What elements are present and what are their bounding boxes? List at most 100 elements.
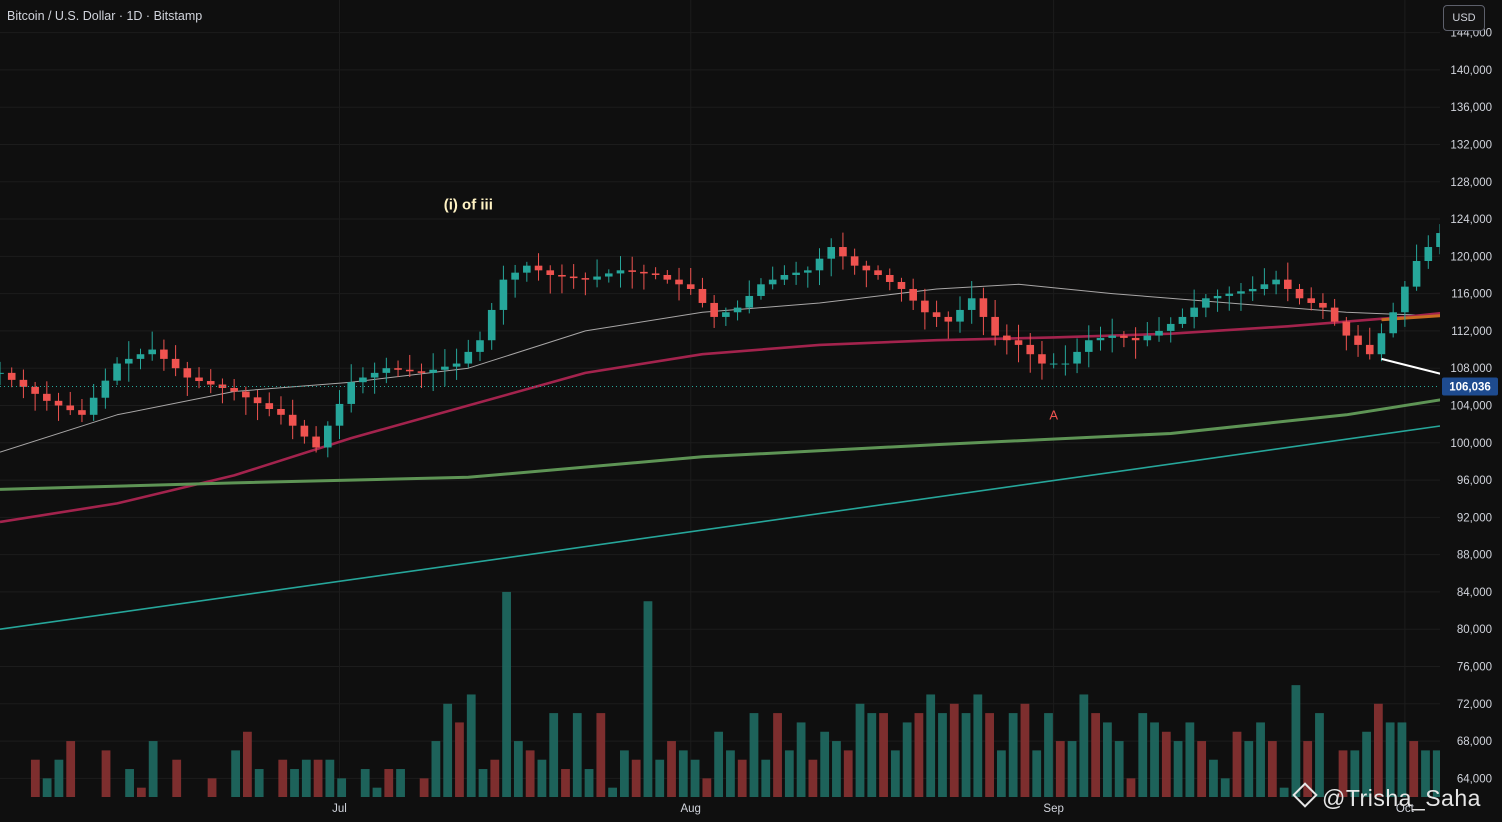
volume-bar (714, 731, 724, 797)
volume-bar (431, 741, 441, 797)
candle-body (792, 272, 800, 275)
candle-body (230, 388, 238, 392)
candle-body (1073, 351, 1081, 364)
volume-bar (843, 750, 853, 797)
volume-bar (1291, 685, 1301, 797)
candle-body (1401, 286, 1409, 313)
candle-body (546, 270, 555, 275)
volume-bar (961, 713, 971, 797)
candle-body (534, 265, 543, 271)
volume-bar (1315, 713, 1324, 797)
volume-bar (726, 750, 735, 797)
candle-body (1003, 335, 1011, 341)
candle-body (1354, 335, 1362, 345)
candle-body (300, 425, 309, 437)
candle-body (1026, 344, 1035, 355)
candle-body (921, 300, 929, 313)
price-tick-label: 84,000 (1457, 587, 1492, 599)
volume-bar (678, 750, 688, 797)
volume-bar (172, 759, 182, 797)
volume-bar (525, 750, 535, 797)
volume-bar (1032, 750, 1042, 797)
price-tick-label: 140,000 (1450, 65, 1492, 77)
volume-bar (1055, 741, 1065, 797)
volume-bar (1114, 741, 1124, 797)
time-tick-label: Sep (1043, 803, 1063, 815)
volume-bar (890, 750, 900, 797)
candle-body (54, 400, 63, 406)
candle-body (347, 382, 356, 404)
candle-body (66, 405, 75, 411)
candle-body (124, 358, 133, 364)
volume-bar (42, 778, 52, 797)
candle-body (370, 372, 379, 378)
candle-body (1319, 302, 1327, 308)
volume-bar (1256, 722, 1265, 797)
candle-body (1061, 363, 1070, 365)
candle-body (640, 271, 648, 274)
candle-body (476, 340, 484, 352)
price-tick-label: 96,000 (1457, 475, 1492, 487)
candle-body (136, 354, 145, 359)
candle-body (1049, 363, 1058, 365)
candle-body (663, 274, 672, 280)
candle-body (675, 279, 683, 285)
candle-body (1108, 335, 1116, 338)
volume-bar (902, 722, 912, 797)
volume-bar (1044, 713, 1053, 797)
volume-bar (1197, 741, 1207, 797)
volume-bar (926, 694, 936, 797)
candle-body (897, 281, 906, 289)
candle-body (745, 295, 754, 308)
candle-body (1143, 335, 1152, 341)
volume-bar (1397, 722, 1407, 797)
volume-bar (784, 750, 794, 797)
volume-bar (1185, 722, 1195, 797)
volume-bar (867, 713, 877, 797)
last-price-badge: 106,036 (0, 377, 1498, 396)
last-price-label: 106,036 (1449, 382, 1491, 394)
price-tick-label: 76,000 (1457, 661, 1492, 673)
volume-bar (608, 787, 617, 797)
volume-bar (1173, 741, 1183, 797)
candle-body (1131, 337, 1140, 341)
time-axis[interactable]: JulAugSepOctNovDec2026 (332, 803, 1502, 815)
candle-body (932, 312, 941, 317)
volume-bar (631, 759, 641, 797)
candle-body (242, 391, 250, 398)
candle-body (382, 368, 391, 373)
candle-body (1084, 340, 1093, 352)
volume-bar (879, 713, 888, 797)
candle-body (780, 274, 789, 280)
volume-bar (1232, 731, 1242, 797)
candle-body (441, 366, 449, 370)
volume-bar (66, 741, 76, 797)
volume-bar (996, 750, 1006, 797)
ma-slow-line (0, 387, 1502, 491)
candlesticks (0, 197, 1502, 458)
candle-body (991, 316, 999, 336)
volume-bar (1432, 750, 1442, 797)
price-axis[interactable]: 64,000 68,000 72,000 76,000 80,000 84,000 88,0… (1440, 0, 1502, 822)
volume-bar (561, 769, 570, 797)
volume-bar (549, 713, 559, 797)
volume-bar (1350, 750, 1360, 797)
candle-body (218, 384, 227, 389)
candle-body (593, 276, 601, 280)
volume-bar (125, 769, 134, 797)
volume-bar (478, 769, 488, 797)
candle-body (1389, 312, 1397, 334)
candle-body (616, 270, 625, 274)
candle-body (499, 279, 508, 310)
volume-bar (643, 601, 653, 797)
price-tick-label: 116,000 (1451, 289, 1492, 301)
price-tick-label: 120,000 (1450, 251, 1492, 263)
candle-body (698, 288, 707, 303)
candle-body (581, 278, 590, 280)
volume-bar (938, 713, 947, 797)
candle-body (1202, 298, 1210, 308)
currency-button[interactable]: USD (1443, 5, 1485, 31)
volume-bar (773, 713, 782, 797)
candle-body (43, 393, 51, 401)
